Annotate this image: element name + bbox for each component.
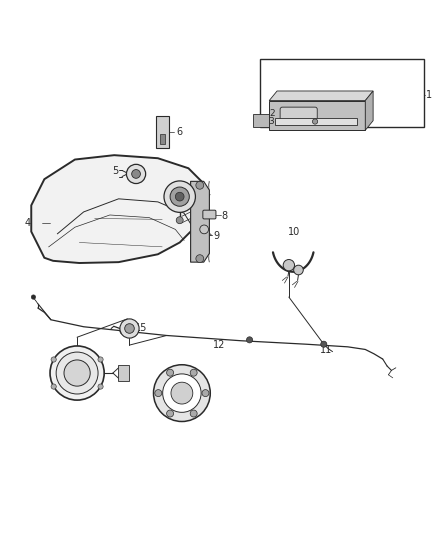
Circle shape xyxy=(56,352,98,394)
Text: 1: 1 xyxy=(426,91,432,100)
Circle shape xyxy=(166,410,173,417)
Text: 8: 8 xyxy=(222,211,228,221)
Circle shape xyxy=(155,390,162,397)
Circle shape xyxy=(31,295,35,299)
Circle shape xyxy=(98,357,103,362)
Circle shape xyxy=(120,328,126,334)
Circle shape xyxy=(200,225,208,234)
Circle shape xyxy=(127,164,146,183)
Text: 7: 7 xyxy=(204,194,210,204)
Polygon shape xyxy=(365,91,373,130)
Circle shape xyxy=(176,217,183,224)
Polygon shape xyxy=(31,155,206,263)
FancyBboxPatch shape xyxy=(276,118,357,125)
Circle shape xyxy=(125,324,134,333)
Circle shape xyxy=(196,181,204,189)
Circle shape xyxy=(247,337,253,343)
Circle shape xyxy=(293,265,303,275)
Circle shape xyxy=(166,369,173,376)
FancyBboxPatch shape xyxy=(160,134,165,144)
FancyBboxPatch shape xyxy=(118,365,129,381)
Text: 12: 12 xyxy=(213,340,225,350)
Circle shape xyxy=(51,357,56,362)
Circle shape xyxy=(283,260,294,271)
Text: 15: 15 xyxy=(135,324,148,334)
FancyBboxPatch shape xyxy=(261,59,424,127)
Text: 13: 13 xyxy=(176,402,188,412)
Circle shape xyxy=(51,384,56,389)
FancyBboxPatch shape xyxy=(203,210,216,219)
Polygon shape xyxy=(191,181,209,262)
Circle shape xyxy=(50,346,104,400)
Circle shape xyxy=(120,319,139,338)
FancyBboxPatch shape xyxy=(269,101,365,130)
Circle shape xyxy=(321,341,327,348)
Text: 14: 14 xyxy=(71,382,83,392)
Circle shape xyxy=(190,410,197,417)
Circle shape xyxy=(196,255,204,263)
Text: 11: 11 xyxy=(320,345,332,356)
Text: 2: 2 xyxy=(269,109,275,118)
FancyBboxPatch shape xyxy=(253,114,269,127)
Polygon shape xyxy=(269,91,373,101)
Text: 3: 3 xyxy=(268,117,274,126)
FancyBboxPatch shape xyxy=(156,116,169,148)
Circle shape xyxy=(171,382,193,404)
Circle shape xyxy=(164,181,195,212)
Circle shape xyxy=(98,384,103,389)
FancyBboxPatch shape xyxy=(280,107,317,120)
Text: 6: 6 xyxy=(176,127,182,137)
Circle shape xyxy=(162,374,201,413)
Text: 5: 5 xyxy=(112,166,119,176)
Text: 4: 4 xyxy=(25,218,31,228)
Circle shape xyxy=(153,365,210,422)
Circle shape xyxy=(175,192,184,201)
Circle shape xyxy=(170,187,189,206)
Circle shape xyxy=(190,369,197,376)
Text: 9: 9 xyxy=(214,231,220,241)
Circle shape xyxy=(132,169,141,179)
Text: 10: 10 xyxy=(288,228,300,237)
Circle shape xyxy=(64,360,90,386)
Circle shape xyxy=(202,390,209,397)
Circle shape xyxy=(312,119,318,124)
